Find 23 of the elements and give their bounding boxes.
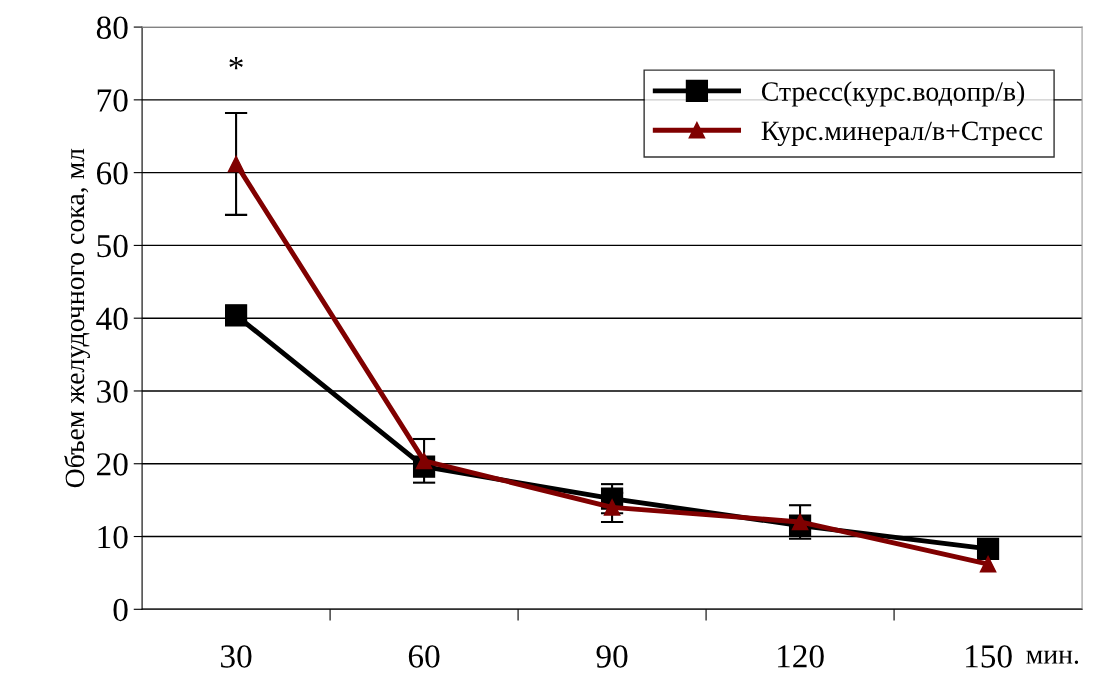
point <box>224 304 248 327</box>
y-axis-title: Объем желудочного сока, мл <box>64 148 91 488</box>
y-tick-label: 0 <box>113 598 128 622</box>
point <box>976 537 1000 561</box>
point <box>227 155 245 173</box>
y-tick-label: 10 <box>98 525 128 549</box>
legend-label: Курс.минерал/в+Стресс <box>761 121 1043 146</box>
y-tick-label: 60 <box>96 162 128 185</box>
x-tick-label: 60 <box>408 645 440 668</box>
x-tick-label: 120 <box>778 645 824 668</box>
y-tick-label: 70 <box>97 89 128 112</box>
x-axis-title: мин. <box>1026 650 1079 664</box>
x-tick-label: 90 <box>596 645 628 668</box>
y-tick-label: 30 <box>97 380 128 403</box>
legend-label: Стресс(курс.водопр/в) <box>761 81 1025 107</box>
y-tick-label: 50 <box>97 234 128 258</box>
annotation: * <box>229 56 243 70</box>
y-tick-label: 20 <box>97 453 128 476</box>
x-tick-label: 150 <box>966 645 1012 668</box>
y-tick-label: 40 <box>96 307 128 331</box>
x-tick-label: 30 <box>221 645 252 668</box>
point <box>979 555 997 573</box>
y-tick-label: 80 <box>96 16 128 39</box>
